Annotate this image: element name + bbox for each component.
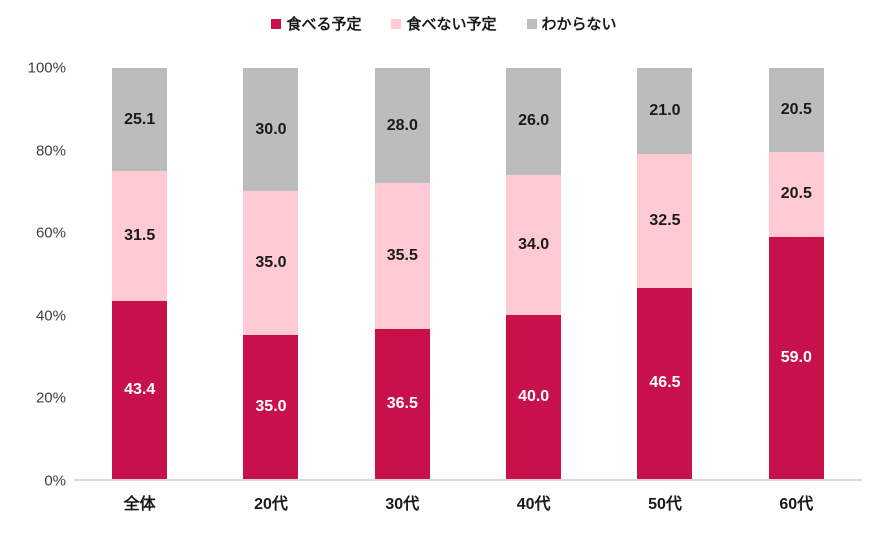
bar-stack: 26.0 34.0 40.0: [506, 68, 562, 479]
category-label: 60代: [779, 496, 814, 513]
bar-stack: 20.5 20.5 59.0: [768, 68, 824, 479]
bar-segment: 35.0: [243, 335, 299, 479]
bar-segment: 35.5: [374, 183, 430, 329]
bar-segment: 35.0: [243, 191, 299, 336]
legend-label: 食べる予定: [286, 16, 362, 33]
legend-color-chip: [391, 18, 402, 29]
bar-segment: 26.0: [506, 68, 562, 175]
category-label: 50代: [648, 496, 682, 513]
bar-stack: 21.0 32.5 46.5: [637, 68, 693, 479]
bar-segment: 34.0: [506, 174, 562, 315]
bar-segment: 25.1: [112, 68, 168, 172]
bar-segment: 36.5: [374, 329, 430, 479]
y-axis-tick-label: 0%: [44, 472, 66, 490]
y-axis-tick-label: 40%: [35, 307, 66, 325]
bar-column: 28.0 35.5 36.5: [337, 68, 468, 479]
bar-stack: 28.0 35.5 36.5: [374, 68, 430, 479]
bar-segment: 46.5: [637, 287, 693, 479]
bar-column: 26.0 34.0 40.0: [468, 68, 599, 479]
bar-stack: 25.1 31.5 43.4: [112, 68, 168, 479]
y-axis-tick-label: 60%: [35, 224, 66, 242]
bar-segment: 32.5: [637, 154, 693, 288]
bar-segment: 31.5: [112, 171, 168, 301]
y-axis-tick-label: 100%: [27, 59, 66, 77]
bar-segment: 30.0: [243, 68, 299, 192]
bar-segment: 28.0: [374, 68, 430, 184]
bar-stack: 30.0 35.0 35.0: [243, 68, 299, 479]
bar-column: 20.5 20.5 59.0: [731, 68, 862, 479]
chart-legend: 食べる予定 食べない予定 わからない: [0, 13, 888, 34]
category-label: 20代: [254, 496, 288, 513]
bar-segment: 43.4: [112, 300, 168, 479]
bar-segment: 59.0: [768, 236, 824, 479]
legend-color-chip: [271, 18, 282, 29]
legend-item: 食べる予定: [271, 13, 361, 34]
bar-segment: 21.0: [637, 68, 693, 155]
bar-segment: 20.5: [768, 68, 824, 153]
legend-item: 食べない予定: [391, 13, 497, 34]
category-label: 40代: [516, 496, 551, 513]
bar-column: 25.1 31.5 43.4: [74, 68, 205, 479]
legend-item: わからない: [526, 13, 617, 34]
bar-column: 21.0 32.5 46.5: [599, 68, 730, 479]
legend-label: わからない: [541, 16, 617, 33]
y-axis-tick-label: 80%: [35, 142, 66, 160]
legend-color-chip: [526, 18, 537, 29]
plot-area: 25.1 31.5 43.4 30.0 35.0 35.0 28.0 35.5 36.5 26.0…: [74, 68, 862, 481]
category-label: 30代: [385, 496, 420, 513]
category-label: 全体: [123, 496, 156, 513]
bar-segment: 40.0: [506, 314, 562, 479]
x-axis: 全体 20代 30代 40代 50代 60代: [74, 490, 862, 514]
bar-segment: 20.5: [768, 152, 824, 237]
y-axis: 0% 20% 40% 60% 80% 100%: [0, 61, 66, 489]
y-axis-tick-label: 20%: [35, 389, 66, 407]
legend-label: 食べない予定: [406, 16, 497, 33]
bar-column: 30.0 35.0 35.0: [205, 68, 336, 479]
